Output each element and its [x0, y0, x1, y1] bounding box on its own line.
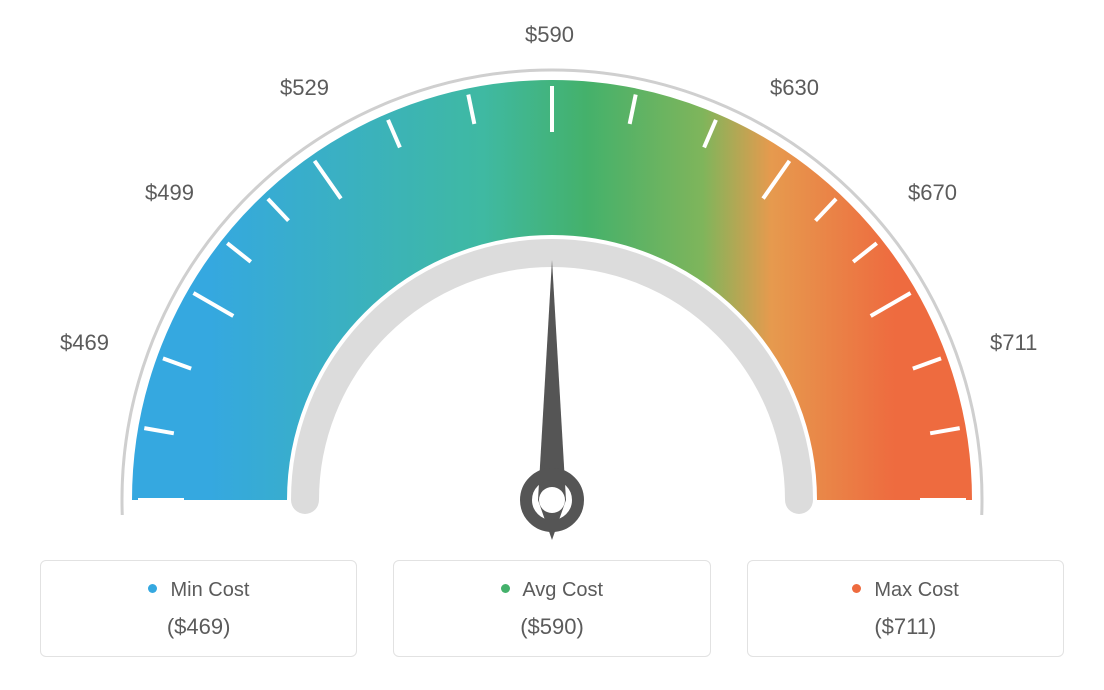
gauge-tick-label: $590 — [525, 22, 574, 48]
legend-title-avg: Avg Cost — [404, 579, 699, 602]
gauge-chart: $469 $499 $529 $590 $630 $670 $711 — [0, 0, 1104, 560]
dot-icon — [501, 584, 510, 593]
legend-card-max: Max Cost ($711) — [747, 560, 1064, 657]
legend-row: Min Cost ($469) Avg Cost ($590) Max Cost… — [0, 560, 1104, 657]
gauge-tick-label: $630 — [770, 75, 819, 101]
gauge-tick-label: $711 — [990, 330, 1037, 356]
legend-value-avg: ($590) — [404, 614, 699, 640]
legend-card-avg: Avg Cost ($590) — [393, 560, 710, 657]
legend-title-text: Avg Cost — [522, 579, 603, 601]
gauge-tick-label: $529 — [280, 75, 329, 101]
gauge-svg — [0, 0, 1104, 560]
legend-title-min: Min Cost — [51, 579, 346, 602]
legend-title-text: Min Cost — [170, 579, 249, 601]
legend-title-max: Max Cost — [758, 579, 1053, 602]
legend-card-min: Min Cost ($469) — [40, 560, 357, 657]
gauge-tick-label: $469 — [60, 330, 109, 356]
legend-value-max: ($711) — [758, 614, 1053, 640]
legend-value-min: ($469) — [51, 614, 346, 640]
dot-icon — [148, 584, 157, 593]
gauge-tick-label: $670 — [908, 180, 957, 206]
gauge-tick-label: $499 — [145, 180, 194, 206]
dot-icon — [852, 584, 861, 593]
legend-title-text: Max Cost — [874, 579, 958, 601]
